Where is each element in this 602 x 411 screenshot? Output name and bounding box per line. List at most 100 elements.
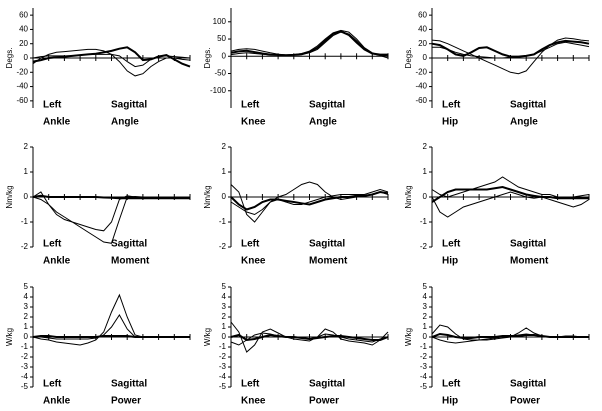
series-line bbox=[230, 30, 388, 57]
measure-label: Moment bbox=[309, 256, 348, 267]
series-line bbox=[230, 31, 389, 59]
joint-label: Knee bbox=[241, 256, 266, 267]
y-tick-label: -2 bbox=[219, 242, 227, 251]
measure-label: Power bbox=[309, 396, 339, 407]
y-tick-label: 4 bbox=[423, 292, 428, 301]
y-axis-label: Degs. bbox=[203, 48, 212, 69]
series-line bbox=[230, 181, 389, 223]
measure-label: Angle bbox=[309, 117, 337, 128]
y-axis-label: Nm/kg bbox=[404, 185, 413, 208]
y-tick-label: 2 bbox=[24, 312, 29, 321]
joint-label: Hip bbox=[442, 396, 458, 407]
series-line bbox=[230, 332, 389, 346]
joint-label: Ankle bbox=[43, 256, 71, 267]
y-tick-label: -60 bbox=[415, 96, 427, 105]
y-tick-label: 2 bbox=[24, 142, 29, 151]
y-tick-label: 1 bbox=[423, 322, 428, 331]
series-line bbox=[230, 29, 389, 57]
y-axis-label: Nm/kg bbox=[5, 185, 14, 208]
joint-label: Ankle bbox=[43, 117, 71, 128]
joint-label: Knee bbox=[241, 396, 266, 407]
plane-label: Sagittal bbox=[309, 239, 345, 250]
y-tick-label: 60 bbox=[418, 10, 427, 19]
series-line bbox=[431, 176, 590, 198]
y-tick-label: 0 bbox=[222, 51, 227, 60]
y-tick-label: -100 bbox=[210, 86, 227, 95]
y-tick-label: -4 bbox=[219, 372, 227, 381]
y-tick-label: -20 bbox=[415, 67, 427, 76]
y-tick-label: 0 bbox=[423, 53, 428, 62]
y-tick-label: -2 bbox=[219, 352, 227, 361]
plane-label: Sagittal bbox=[510, 100, 546, 111]
series-line bbox=[432, 41, 590, 59]
y-tick-label: -5 bbox=[219, 382, 227, 391]
series-line bbox=[230, 188, 389, 216]
y-tick-label: -2 bbox=[21, 352, 29, 361]
series-line bbox=[230, 321, 389, 353]
y-tick-label: 1 bbox=[222, 322, 227, 331]
y-tick-label: 0 bbox=[24, 192, 29, 201]
y-tick-label: 0 bbox=[24, 332, 29, 341]
measure-label: Moment bbox=[111, 256, 150, 267]
y-tick-label: -1 bbox=[21, 217, 29, 226]
y-tick-label: -2 bbox=[420, 352, 428, 361]
joint-label: Hip bbox=[442, 117, 458, 128]
series-line bbox=[431, 39, 590, 58]
y-tick-label: 4 bbox=[222, 292, 227, 301]
y-tick-label: -1 bbox=[420, 217, 428, 226]
series-line bbox=[32, 195, 190, 244]
y-tick-label: -2 bbox=[21, 242, 29, 251]
y-axis-label: W/kg bbox=[5, 328, 14, 346]
series-line bbox=[33, 314, 190, 340]
joint-label: Hip bbox=[442, 256, 458, 267]
measure-label: Moment bbox=[510, 256, 549, 267]
y-tick-label: 0 bbox=[24, 53, 29, 62]
series-line bbox=[431, 191, 590, 218]
y-axis-label: Degs. bbox=[5, 48, 14, 69]
y-axis-label: W/kg bbox=[404, 328, 413, 346]
y-tick-label: -1 bbox=[219, 342, 227, 351]
y-tick-label: 20 bbox=[19, 39, 28, 48]
y-tick-label: -20 bbox=[16, 67, 28, 76]
series-line bbox=[32, 48, 191, 77]
y-tick-label: 3 bbox=[423, 302, 428, 311]
y-tick-label: 5 bbox=[24, 282, 29, 291]
plane-label: Sagittal bbox=[510, 239, 546, 250]
y-tick-label: -3 bbox=[219, 362, 227, 371]
y-tick-label: 0 bbox=[423, 192, 428, 201]
y-tick-label: -60 bbox=[16, 96, 28, 105]
side-label: Left bbox=[241, 379, 260, 390]
y-tick-label: 4 bbox=[24, 292, 29, 301]
y-tick-label: -40 bbox=[415, 82, 427, 91]
side-label: Left bbox=[442, 100, 461, 111]
y-tick-label: 5 bbox=[222, 282, 227, 291]
y-tick-label: -2 bbox=[420, 242, 428, 251]
y-tick-label: 2 bbox=[222, 142, 227, 151]
y-tick-label: 1 bbox=[222, 167, 227, 176]
y-tick-label: 2 bbox=[222, 312, 227, 321]
measure-label: Angle bbox=[111, 117, 139, 128]
y-tick-label: 3 bbox=[24, 302, 29, 311]
y-tick-label: 100 bbox=[213, 17, 227, 26]
y-tick-label: 1 bbox=[423, 167, 428, 176]
measure-label: Angle bbox=[510, 117, 538, 128]
side-label: Left bbox=[442, 379, 461, 390]
y-tick-label: 0 bbox=[423, 332, 428, 341]
y-tick-label: -3 bbox=[21, 362, 29, 371]
y-tick-label: 1 bbox=[24, 167, 29, 176]
y-tick-label: 50 bbox=[217, 34, 226, 43]
plane-label: Sagittal bbox=[309, 379, 345, 390]
series-line bbox=[32, 194, 190, 200]
y-tick-label: 40 bbox=[418, 25, 427, 34]
side-label: Left bbox=[442, 239, 461, 250]
measure-label: Power bbox=[111, 396, 141, 407]
y-tick-label: 5 bbox=[423, 282, 428, 291]
y-tick-label: -1 bbox=[420, 342, 428, 351]
y-tick-label: -5 bbox=[21, 382, 29, 391]
joint-label: Knee bbox=[241, 117, 266, 128]
y-axis-label: Degs. bbox=[404, 48, 413, 69]
side-label: Left bbox=[241, 100, 260, 111]
side-label: Left bbox=[241, 239, 260, 250]
y-tick-label: 20 bbox=[418, 39, 427, 48]
